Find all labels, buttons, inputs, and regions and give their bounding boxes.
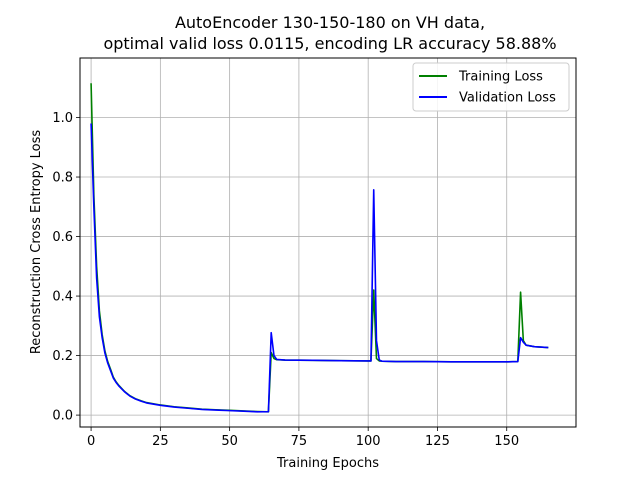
y-tick-label: 0.8 bbox=[52, 171, 73, 186]
y-tick-label: 0.6 bbox=[52, 230, 73, 245]
chart-title-line-2: optimal valid loss 0.0115, encoding LR a… bbox=[103, 34, 556, 53]
x-tick-label: 100 bbox=[356, 434, 381, 449]
x-axis-label: Training Epochs bbox=[276, 456, 379, 471]
y-tick-label: 0.4 bbox=[52, 290, 73, 305]
x-tick-label: 75 bbox=[291, 434, 308, 449]
chart-title-line-1: AutoEncoder 130-150-180 on VH data, bbox=[175, 13, 485, 32]
y-tick-label: 0.0 bbox=[52, 409, 73, 424]
y-tick-label: 0.2 bbox=[52, 349, 73, 364]
x-tick-label: 50 bbox=[221, 434, 238, 449]
x-axis-ticks: 0 25 50 75 100 125 150 bbox=[87, 427, 519, 449]
series-line-validation-loss bbox=[90, 123, 549, 413]
x-tick-label: 125 bbox=[425, 434, 450, 449]
y-tick-label: 1.0 bbox=[52, 111, 73, 126]
y-axis-ticks: 0.0 0.2 0.4 0.6 0.8 1.0 bbox=[52, 111, 80, 424]
series-lines bbox=[90, 83, 549, 413]
x-tick-label: 150 bbox=[494, 434, 519, 449]
legend: Training Loss Validation Loss bbox=[412, 62, 570, 112]
plot-area-frame bbox=[79, 57, 577, 428]
legend-box bbox=[412, 62, 570, 112]
x-tick-label: 25 bbox=[152, 434, 169, 449]
x-tick-label: 0 bbox=[87, 434, 95, 449]
y-axis-label: Reconstruction Cross Entropy Loss bbox=[29, 130, 44, 355]
legend-label-training-loss: Training Loss bbox=[458, 70, 543, 85]
legend-label-validation-loss: Validation Loss bbox=[459, 91, 556, 106]
grid bbox=[80, 58, 576, 427]
